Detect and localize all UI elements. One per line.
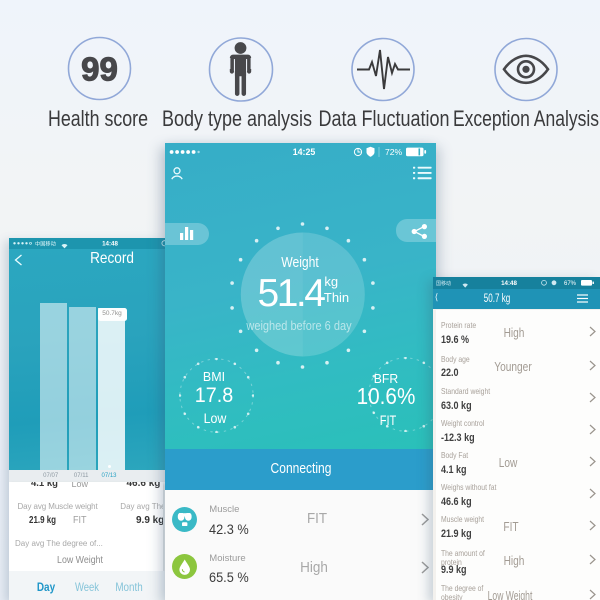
svg-text:14:48: 14:48	[102, 241, 118, 248]
svg-text:14:48: 14:48	[501, 280, 517, 287]
svg-text:中国移动: 中国移动	[35, 239, 56, 247]
svg-text:72%: 72%	[385, 147, 403, 157]
svg-text:国移动: 国移动	[436, 280, 451, 287]
svg-text:99: 99	[81, 51, 118, 88]
svg-text:67%: 67%	[564, 281, 577, 287]
svg-text:14:25: 14:25	[292, 147, 315, 157]
